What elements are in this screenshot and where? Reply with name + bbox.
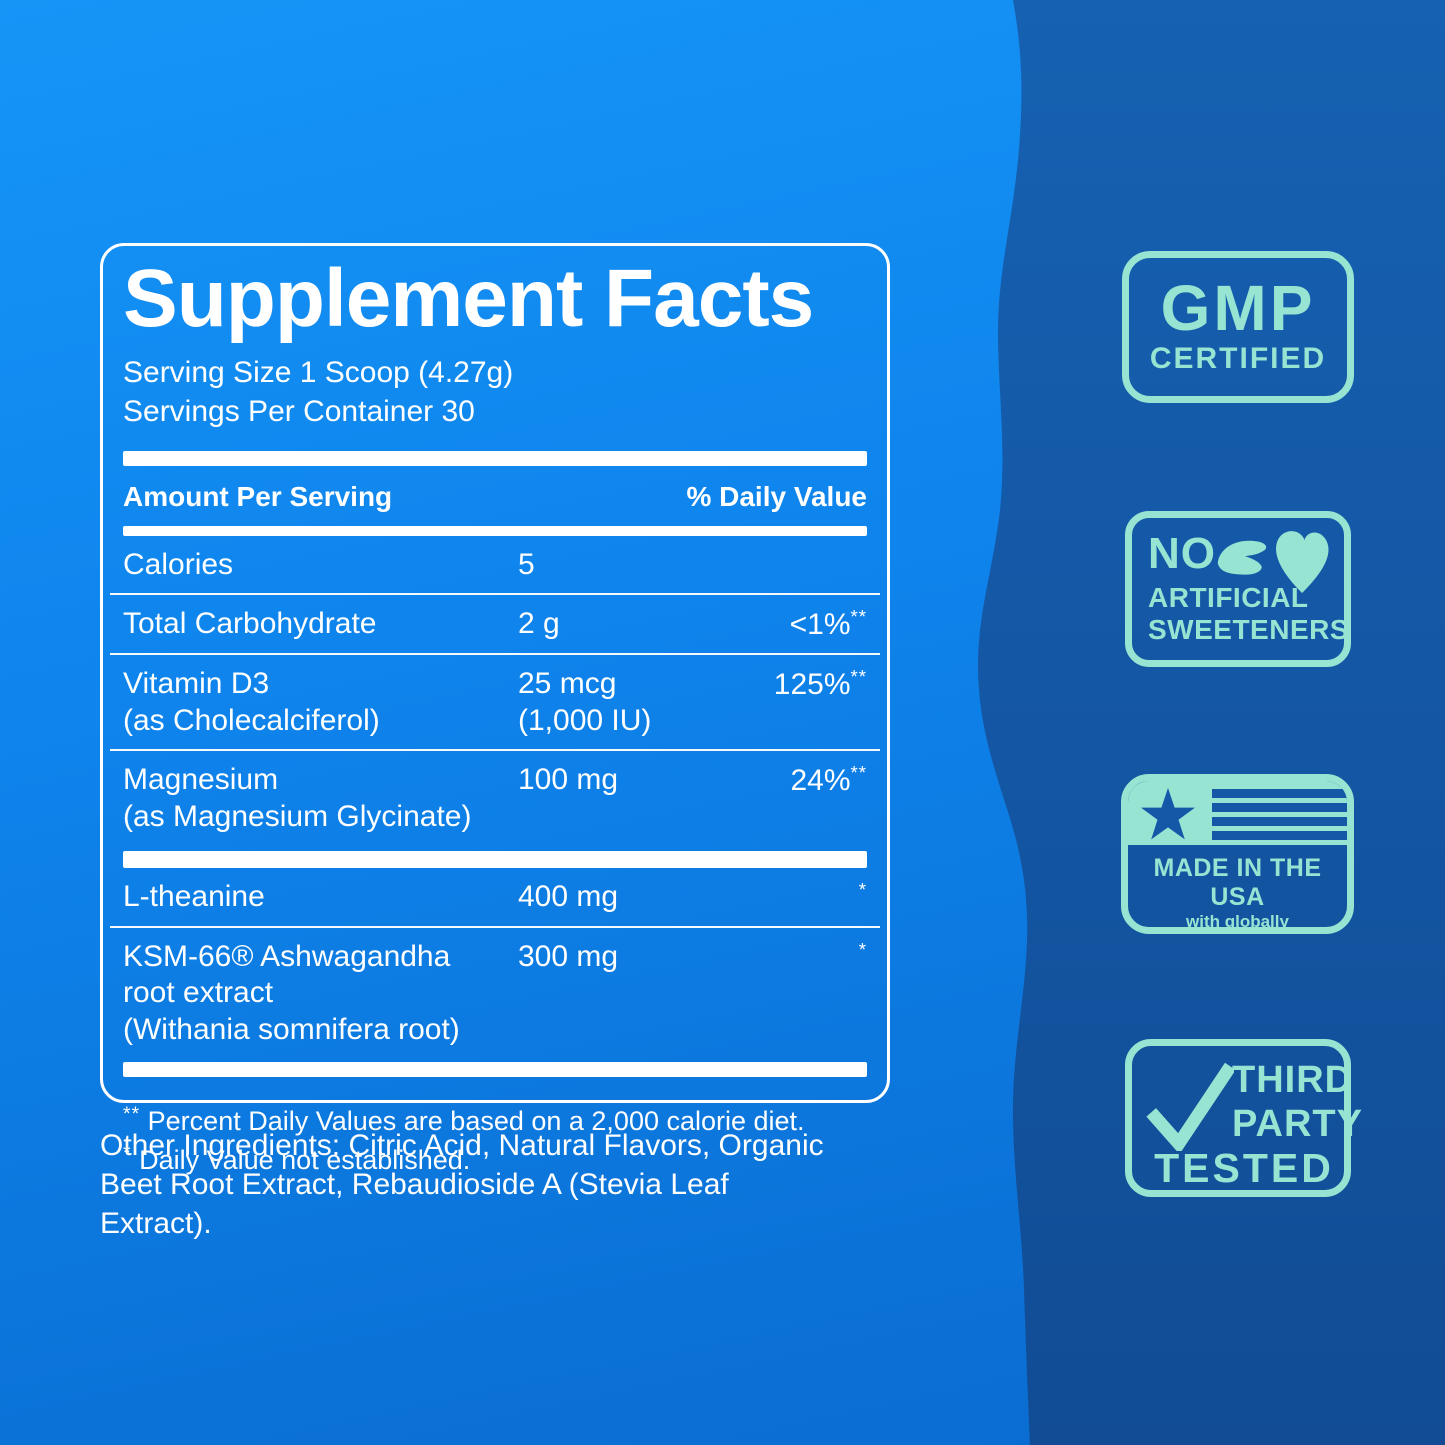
- table-row-total-carbohydrate: Total Carbohydrate 2 g <1%**: [123, 595, 867, 653]
- footnote-text: Percent Daily Values are based on a 2,00…: [147, 1106, 805, 1137]
- nutrient-amount: 300 mg: [518, 939, 619, 973]
- gmp-label: GMP: [1160, 272, 1316, 345]
- nutrient-name-detail: (as Magnesium Glycinate): [123, 799, 472, 833]
- nutrient-amount: 5: [518, 548, 535, 582]
- dv-footnote-marker: **: [850, 666, 867, 688]
- nutrient-name-detail: root extract: [123, 976, 274, 1010]
- sweeteners-label: SWEETENERS: [1148, 614, 1350, 646]
- table-row-vitamin-d3: Vitamin D3 (as Cholecalciferol) 25 mcg (…: [123, 655, 867, 749]
- third-label: THIRD: [1232, 1059, 1354, 1101]
- nutrient-amount-detail: (1,000 IU): [518, 703, 652, 737]
- row-separator: [110, 653, 880, 656]
- nutrient-name: Vitamin D3: [123, 667, 270, 701]
- dv-footnote-marker: **: [850, 606, 867, 628]
- serving-size: Serving Size 1 Scoop (4.27g): [123, 356, 514, 390]
- nutrient-name: Total Carbohydrate: [123, 607, 377, 641]
- daily-value-header: % Daily Value: [686, 481, 867, 513]
- supplement-facts-panel: Supplement Facts Serving Size 1 Scoop (4…: [100, 243, 890, 1175]
- checkmark-icon: [1146, 1062, 1234, 1151]
- nutrient-dv: 24%: [790, 763, 851, 797]
- divider-bar: [123, 1062, 867, 1078]
- other-ingredients: Other Ingredients: Citric Acid, Natural …: [100, 1129, 824, 1240]
- footnote-dv-not-established: * Daily Value not established.: [123, 1140, 867, 1179]
- table-row-magnesium: Magnesium (as Magnesium Glycinate) 100 m…: [123, 751, 867, 845]
- nutrient-name: Magnesium: [123, 762, 279, 796]
- row-separator: [110, 593, 880, 596]
- usa-flag-graphic: [1128, 781, 1347, 845]
- table-row-l-theanine: L-theanine 400 mg *: [123, 868, 867, 926]
- divider-bar: [123, 526, 867, 537]
- footnote-marker: **: [123, 1103, 141, 1126]
- no-label: NO: [1148, 529, 1216, 578]
- footnotes: ** Percent Daily Values are based on a 2…: [123, 1101, 867, 1180]
- nutrient-dv: 125%: [773, 668, 851, 702]
- row-separator: [110, 748, 880, 751]
- star-icon: [1141, 788, 1195, 840]
- nutrient-amount: 2 g: [518, 607, 560, 641]
- flag-stripes-icon: [1212, 831, 1347, 840]
- footnote-marker: *: [123, 1142, 132, 1165]
- globally-sourced-label-1: with globally: [1186, 912, 1289, 931]
- table-row-ashwagandha: KSM-66® Ashwagandha root extract (Withan…: [123, 928, 867, 1059]
- footnote-text: Daily Value not established.: [139, 1145, 471, 1176]
- divider-bar: [123, 850, 867, 868]
- dv-footnote-marker: *: [858, 938, 867, 960]
- nutrient-name: Calories: [123, 548, 234, 582]
- flag-stripes-icon: [1212, 789, 1347, 798]
- artificial-label: ARTIFICIAL: [1148, 582, 1309, 613]
- nutrient-name-detail: (as Cholecalciferol): [123, 703, 380, 737]
- gmp-certified-badge: GMP CERTIFIED: [1122, 251, 1354, 403]
- nutrient-name: KSM-66® Ashwagandha: [123, 939, 451, 973]
- servings-per-container: Servings Per Container 30: [123, 395, 475, 429]
- row-separator: [110, 925, 880, 928]
- nutrient-amount: 25 mcg: [518, 667, 617, 701]
- divider-bar: [123, 451, 867, 467]
- nutrient-amount: 400 mg: [518, 879, 619, 913]
- made-in-usa-badge: MADE IN THE USA with globally sourced in…: [1121, 774, 1354, 934]
- third-party-tested-badge: THIRD PARTY TESTED: [1125, 1039, 1362, 1197]
- amount-per-serving-header: Amount Per Serving: [123, 481, 393, 513]
- nutrient-name-detail: (Withania somnifera root): [123, 1013, 460, 1047]
- nutrient-name: L-theanine: [123, 879, 265, 913]
- certified-label: CERTIFIED: [1149, 341, 1327, 375]
- tested-label: TESTED: [1154, 1145, 1334, 1191]
- dv-footnote-marker: **: [850, 761, 867, 783]
- leaves-icon: [1217, 531, 1329, 594]
- no-artificial-sweeteners-badge: NO ARTIFICIAL SWEETENERS: [1125, 511, 1351, 667]
- party-label: PARTY: [1232, 1103, 1363, 1145]
- nutrient-dv: <1%: [789, 608, 851, 642]
- table-row-calories: Calories 5: [123, 536, 867, 593]
- made-in-usa-label: MADE IN THE USA: [1153, 854, 1322, 911]
- flag-stripes-icon: [1212, 817, 1347, 826]
- table-header: Amount Per Serving % Daily Value: [123, 481, 867, 513]
- dv-footnote-marker: *: [858, 878, 867, 900]
- flag-stripes-icon: [1212, 803, 1347, 812]
- footnote-daily-values: ** Percent Daily Values are based on a 2…: [123, 1101, 867, 1140]
- globally-sourced-label-2: sourced ingredients: [1128, 933, 1347, 934]
- panel-title: Supplement Facts: [123, 253, 814, 344]
- nutrient-amount: 100 mg: [518, 762, 619, 796]
